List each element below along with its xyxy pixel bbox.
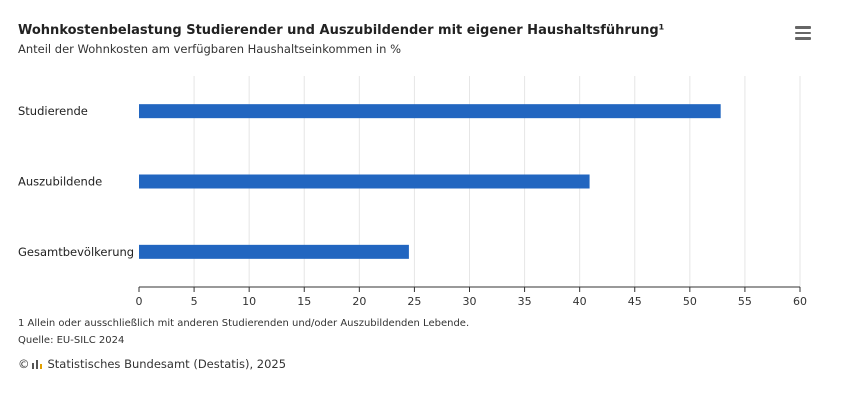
copyright-line: © Statistisches Bundesamt (Destatis), 20… [18, 357, 286, 371]
x-axis: 0 5 10 15 20 25 30 35 40 45 50 55 60 [136, 286, 807, 308]
x-tick-label: 60 [793, 295, 807, 308]
x-tick-label: 50 [683, 295, 697, 308]
x-tick-label: 15 [297, 295, 311, 308]
hamburger-menu-icon[interactable] [794, 25, 812, 41]
copyright-credit: Statistisches Bundesamt (Destatis), 2025 [47, 357, 287, 371]
bars [139, 104, 721, 259]
category-labels: Studierende Auszubildende Gesamtbevölkerun… [18, 104, 134, 259]
x-tick-label: 20 [352, 295, 366, 308]
category-label: Auszubildende [18, 175, 102, 189]
x-tick-label: 35 [518, 295, 532, 308]
x-tick-label: 10 [242, 295, 256, 308]
category-label: Studierende [18, 104, 88, 118]
chart-title: Wohnkostenbelastung Studierender und Aus… [18, 23, 665, 38]
source-note: Quelle: EU-SILC 2024 [18, 335, 125, 346]
x-tick-label: 30 [463, 295, 477, 308]
bar[interactable] [139, 174, 590, 189]
x-tick-label: 45 [628, 295, 642, 308]
bar[interactable] [139, 244, 409, 259]
footnote: 1 Allein oder ausschließlich mit anderen… [18, 318, 470, 329]
x-tick-label: 55 [738, 295, 752, 308]
category-label: Gesamtbevölkerung [18, 245, 134, 259]
bar-chart: 0 5 10 15 20 25 30 35 40 45 50 55 60 Studierende Ausz… [18, 76, 807, 308]
bar[interactable] [139, 104, 721, 119]
x-tick-label: 0 [136, 295, 143, 308]
chart-subtitle: Anteil der Wohnkosten am verfügbaren Hau… [18, 42, 401, 56]
copyright-symbol: © [18, 357, 30, 371]
x-tick-label: 5 [191, 295, 198, 308]
x-tick-label: 40 [573, 295, 587, 308]
destatis-logo-icon [31, 359, 45, 370]
x-tick-label: 25 [407, 295, 421, 308]
